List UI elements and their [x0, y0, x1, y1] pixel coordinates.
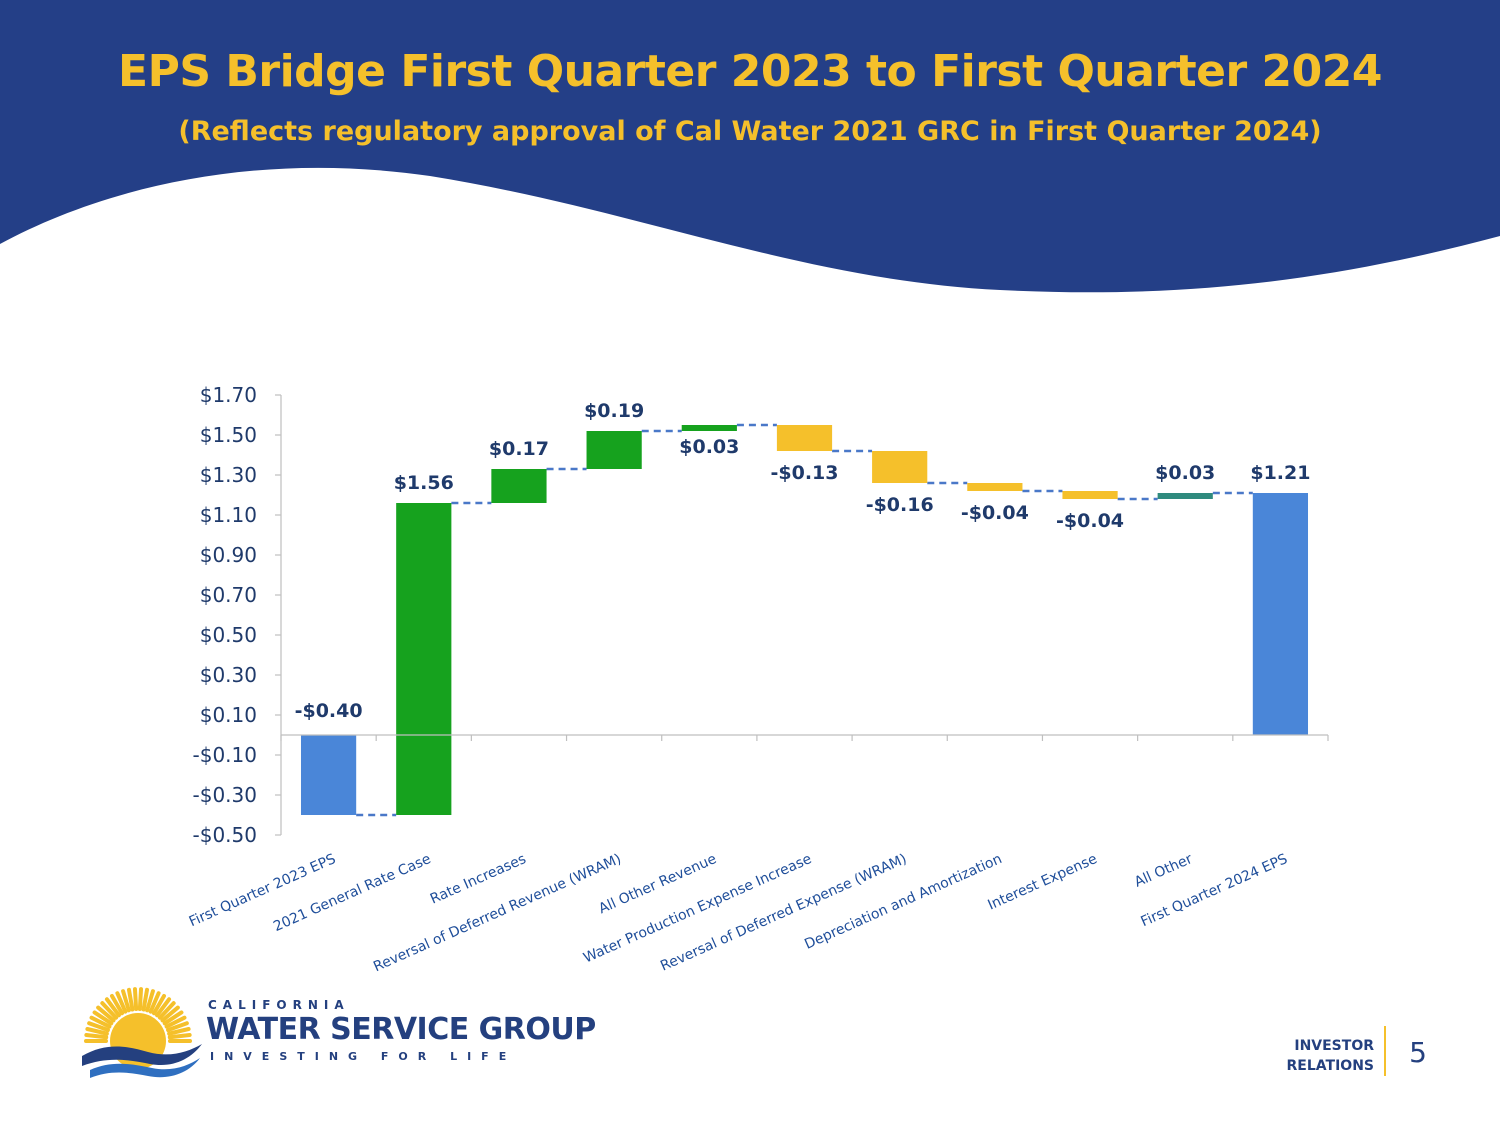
y-tick-label: $1.70	[200, 383, 257, 407]
bar-9	[1157, 493, 1213, 499]
logo-sub-text: INVESTING FOR LIFE	[210, 1050, 517, 1063]
category-label-9: All Other	[1132, 851, 1195, 891]
bar-1	[396, 503, 452, 815]
data-label-3: $0.19	[584, 400, 644, 422]
y-tick-label: $1.50	[200, 423, 257, 447]
data-label-4: $0.03	[679, 436, 739, 458]
y-tick-label: -$0.10	[193, 743, 257, 767]
bar-10	[1252, 493, 1309, 735]
y-tick-label: $0.70	[200, 583, 257, 607]
y-tick-label: $0.90	[200, 543, 257, 567]
bar-2	[491, 469, 547, 503]
bar-7	[967, 483, 1023, 491]
data-label-8: -$0.04	[1056, 510, 1124, 532]
y-tick-labels: $1.70 $1.50 $1.30 $1.10 $0.90 $0.70 $0.50 $0.30…	[193, 383, 281, 847]
data-label-2: $0.17	[489, 438, 549, 460]
bars	[300, 425, 1309, 815]
footer-divider	[1384, 1026, 1386, 1076]
bar-5	[776, 425, 833, 451]
page-subtitle: (Reflects regulatory approval of Cal Wat…	[178, 116, 1322, 147]
data-label-9: $0.03	[1155, 462, 1215, 484]
y-tick-label: $1.10	[200, 503, 257, 527]
y-tick-label: $0.10	[200, 703, 257, 727]
data-label-6: -$0.16	[866, 494, 934, 516]
y-tick-label: $0.30	[200, 663, 257, 687]
logo-main-text: WATER SERVICE GROUP	[206, 1012, 596, 1047]
header-wave	[0, 0, 1500, 293]
relations-line: RELATIONS	[1286, 1058, 1374, 1074]
investor-line: INVESTOR	[1294, 1038, 1374, 1054]
sun-wave-logo-icon	[82, 987, 202, 1078]
company-logo: CALIFORNIA WATER SERVICE GROUP INVESTING…	[76, 986, 596, 1086]
bar-8	[1062, 491, 1118, 499]
category-label-1: 2021 General Rate Case	[271, 851, 433, 935]
data-label-10: $1.21	[1250, 462, 1310, 484]
connector-lines	[356, 423, 1253, 817]
data-labels: -$0.40 $1.56 $0.17 $0.19 $0.03 -$0.13 -$0.16 -$…	[295, 400, 1311, 722]
bar-4	[681, 425, 737, 431]
bar-0	[300, 735, 357, 815]
data-label-1: $1.56	[394, 472, 454, 494]
category-label-0: First Quarter 2023 EPS	[187, 851, 339, 930]
y-tick-label: -$0.50	[193, 823, 257, 847]
data-label-7: -$0.04	[961, 502, 1029, 524]
y-tick-label: $0.50	[200, 623, 257, 647]
logo-top-text: CALIFORNIA	[208, 998, 350, 1012]
y-tick-label: $1.30	[200, 463, 257, 487]
page-title: EPS Bridge First Quarter 2023 to First Q…	[118, 46, 1382, 97]
data-label-0: -$0.40	[295, 700, 363, 722]
page-number: 5	[1409, 1036, 1427, 1069]
waterfall-chart: $1.70 $1.50 $1.30 $1.10 $0.90 $0.70 $0.50 $0.30…	[187, 383, 1329, 975]
y-tick-label: -$0.30	[193, 783, 257, 807]
category-label-8: Interest Expense	[986, 851, 1100, 914]
bar-6	[872, 451, 928, 483]
axes	[280, 395, 1329, 835]
bar-3	[586, 431, 642, 469]
data-label-5: -$0.13	[771, 462, 839, 484]
investor-relations-label: INVESTOR RELATIONS	[1270, 1036, 1374, 1076]
